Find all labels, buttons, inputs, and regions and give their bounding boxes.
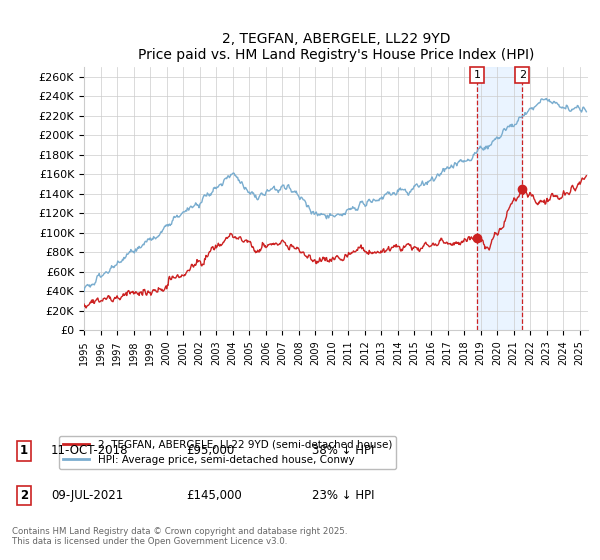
Text: £95,000: £95,000: [186, 444, 234, 458]
Bar: [477, 67, 522, 330]
Text: 2: 2: [20, 489, 28, 502]
Text: £145,000: £145,000: [186, 489, 242, 502]
Text: 38% ↓ HPI: 38% ↓ HPI: [312, 444, 374, 458]
Text: 1: 1: [473, 70, 481, 80]
Text: 11-OCT-2018: 11-OCT-2018: [51, 444, 128, 458]
Title: 2, TEGFAN, ABERGELE, LL22 9YD
Price paid vs. HM Land Registry's House Price Inde: 2, TEGFAN, ABERGELE, LL22 9YD Price paid…: [138, 32, 534, 62]
Text: Contains HM Land Registry data © Crown copyright and database right 2025.
This d: Contains HM Land Registry data © Crown c…: [12, 526, 347, 546]
Text: 09-JUL-2021: 09-JUL-2021: [51, 489, 123, 502]
Text: 2: 2: [518, 70, 526, 80]
Text: 1: 1: [20, 444, 28, 458]
Text: 23% ↓ HPI: 23% ↓ HPI: [312, 489, 374, 502]
Legend: 2, TEGFAN, ABERGELE, LL22 9YD (semi-detached house), HPI: Average price, semi-de: 2, TEGFAN, ABERGELE, LL22 9YD (semi-deta…: [59, 436, 396, 469]
